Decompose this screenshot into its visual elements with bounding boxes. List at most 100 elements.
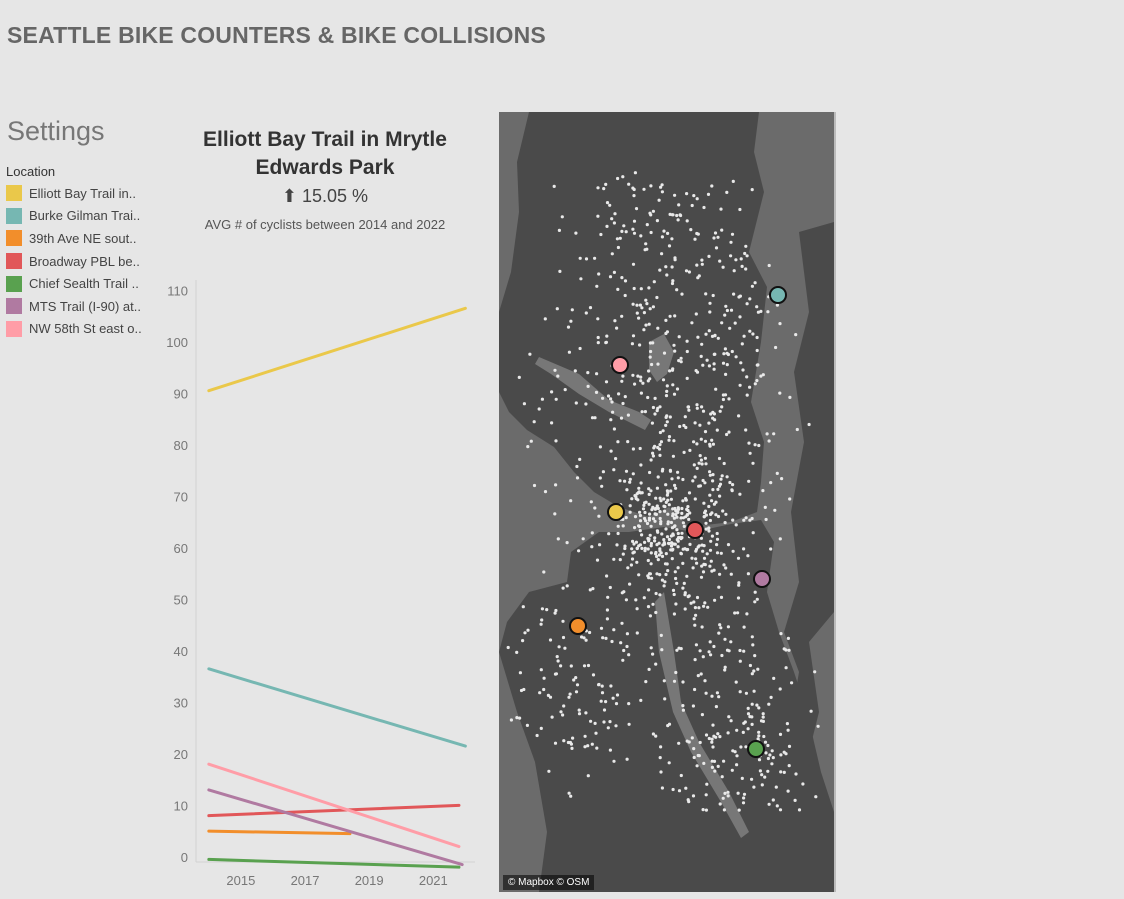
series-line[interactable] (207, 857, 461, 869)
collision-dot (705, 358, 709, 362)
collision-dot (734, 355, 738, 359)
counter-marker[interactable] (611, 356, 629, 374)
collision-dot (676, 506, 680, 510)
collision-dot (701, 549, 705, 553)
collision-dot (653, 507, 657, 511)
collision-dot (724, 372, 728, 376)
collision-dot (704, 808, 708, 812)
legend-label: NW 58th St east o.. (29, 321, 142, 337)
collision-dot (695, 231, 699, 236)
collision-dot (748, 451, 752, 455)
legend-swatch (6, 253, 22, 270)
collision-dot (679, 356, 683, 360)
kpi-value: ⬆ 15.05 % (185, 186, 465, 207)
collision-dot (694, 312, 698, 316)
collision-dot (780, 477, 784, 481)
series-line[interactable] (207, 306, 467, 393)
counter-marker[interactable] (769, 286, 787, 304)
collision-dot (652, 280, 656, 284)
series-line[interactable] (207, 667, 467, 748)
collision-dot (737, 583, 741, 587)
collision-dot (649, 184, 653, 188)
seattle-map[interactable]: © Mapbox © OSM (499, 112, 836, 892)
collision-dot (639, 463, 643, 467)
series-line[interactable] (207, 788, 464, 867)
legend-item-nw-58th[interactable]: NW 58th St east o.. (6, 318, 156, 341)
collision-dot (695, 595, 700, 600)
collision-dot (554, 439, 558, 443)
collision-dot (645, 521, 650, 526)
legend-swatch (6, 207, 22, 224)
collision-dot (565, 584, 569, 588)
collision-dot (664, 572, 668, 577)
collision-dot (738, 207, 742, 212)
collision-dot (601, 396, 605, 400)
legend-item-burke-gilman[interactable]: Burke Gilman Trai.. (6, 205, 156, 228)
collision-dot (552, 184, 556, 188)
counter-marker[interactable] (753, 570, 771, 588)
collision-dot (653, 412, 657, 416)
legend-item-chief-sealth[interactable]: Chief Sealth Trail .. (6, 272, 156, 295)
collision-dot (767, 802, 771, 806)
collision-dot (598, 445, 602, 449)
collision-dot (732, 269, 736, 273)
collision-dot (658, 268, 662, 272)
collision-dot (569, 319, 573, 323)
collision-dot (624, 230, 628, 234)
collision-dot (593, 256, 597, 260)
collision-dot (638, 519, 643, 523)
map-canvas (499, 112, 834, 892)
collision-dot (639, 375, 643, 379)
legend-item-mts-trail[interactable]: MTS Trail (I-90) at.. (6, 295, 156, 318)
collision-dot (571, 736, 575, 740)
collision-dot (767, 439, 771, 443)
collision-dot (710, 694, 714, 698)
legend-item-elliott-bay[interactable]: Elliott Bay Trail in.. (6, 182, 156, 205)
collision-dot (697, 274, 701, 278)
counter-marker[interactable] (607, 503, 625, 521)
collision-dot (605, 334, 609, 338)
collision-dot (740, 776, 744, 781)
collision-dot (630, 557, 635, 561)
collision-dot (616, 440, 620, 444)
counter-marker[interactable] (747, 740, 765, 758)
legend-label: MTS Trail (I-90) at.. (29, 298, 141, 314)
collision-dot (632, 219, 637, 223)
collision-dot (647, 667, 651, 672)
legend-title: Location (6, 164, 56, 179)
collision-dot (680, 506, 684, 511)
collision-dot (703, 456, 707, 460)
collision-dot (723, 637, 727, 641)
collision-dot (668, 415, 672, 419)
collision-dot (649, 646, 653, 650)
collision-dot (704, 527, 708, 531)
collision-dot (609, 418, 613, 422)
collision-dot (654, 662, 658, 666)
counter-marker[interactable] (686, 521, 704, 539)
y-tick-label: 110 (167, 283, 188, 298)
collision-dot (601, 470, 605, 474)
collision-dot (769, 547, 773, 551)
collision-dot (599, 699, 603, 703)
collision-dot (605, 608, 609, 612)
legend-item-broadway[interactable]: Broadway PBL be.. (6, 250, 156, 273)
collision-dot (759, 374, 763, 378)
collision-dot (767, 263, 771, 268)
collision-dot (794, 772, 798, 776)
x-tick-label: 2019 (355, 873, 384, 888)
collision-dot (761, 712, 765, 716)
counter-marker[interactable] (569, 617, 587, 635)
series-line[interactable] (207, 829, 352, 836)
collision-dot (517, 375, 521, 379)
series-line[interactable] (207, 803, 461, 818)
collision-dot (687, 408, 691, 412)
collision-dot (743, 251, 747, 256)
collision-dot (563, 646, 567, 650)
collision-dot (678, 424, 682, 429)
collision-dot (650, 362, 654, 367)
series-line[interactable] (207, 762, 461, 849)
legend-item-39th-ave[interactable]: 39th Ave NE sout.. (6, 227, 156, 250)
collision-dot (695, 197, 699, 201)
collision-dot (621, 552, 625, 556)
collision-dot (677, 789, 682, 793)
